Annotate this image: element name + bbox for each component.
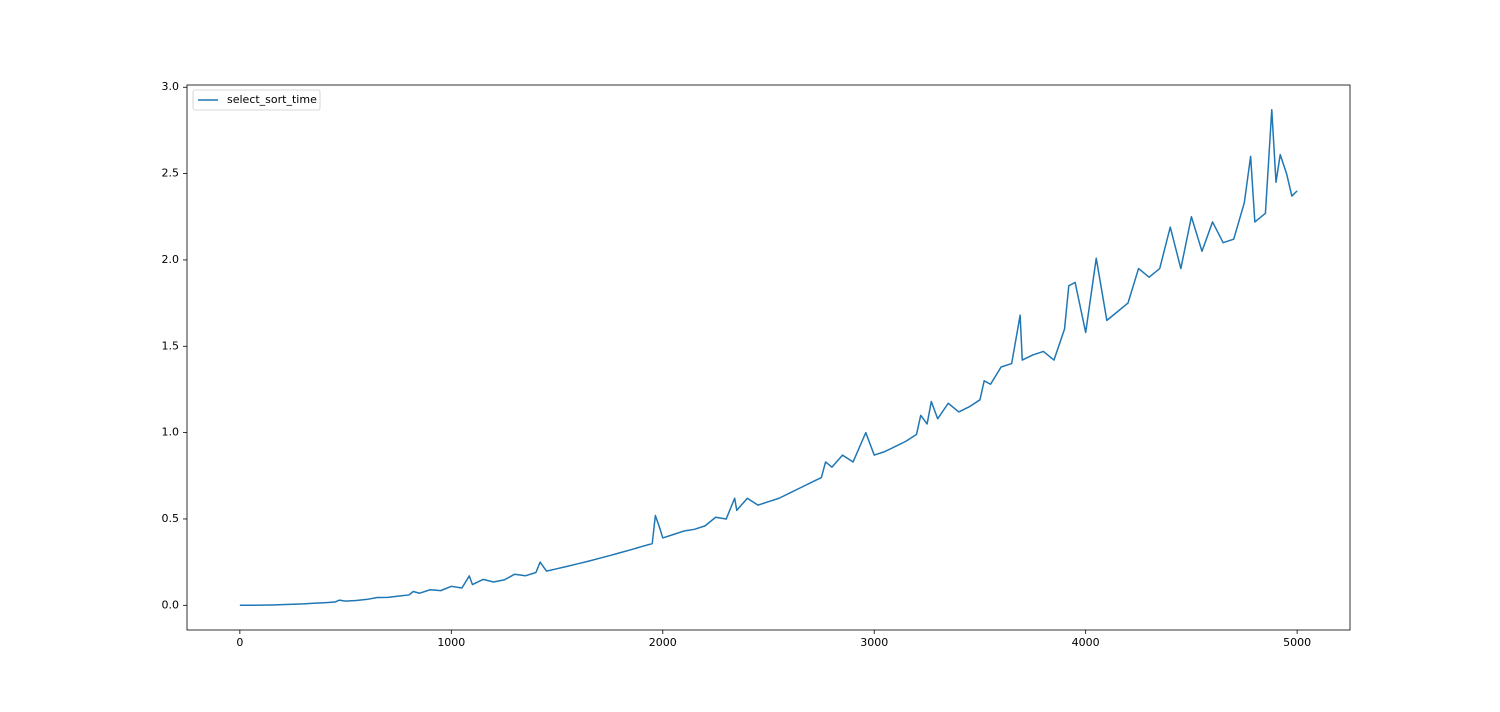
x-tick-label: 3000 <box>860 636 888 649</box>
plot-frame <box>186 84 1351 631</box>
y-tick-label: 2.0 <box>162 253 180 266</box>
legend-box <box>192 89 321 111</box>
x-tick-label: 4000 <box>1072 636 1100 649</box>
y-tick-label: 2.5 <box>162 167 180 180</box>
x-tick-label: 5000 <box>1283 636 1311 649</box>
x-tick-label: 0 <box>236 636 243 649</box>
y-tick-label: 1.5 <box>162 339 180 352</box>
y-tick-label: 3.0 <box>162 80 180 93</box>
data-line <box>239 108 1298 607</box>
y-tick-label: 0.5 <box>162 512 180 525</box>
legend-label: select_sort_time <box>227 93 317 106</box>
x-tick-label: 2000 <box>649 636 677 649</box>
y-tick-label: 1.0 <box>162 426 180 439</box>
x-tick-label: 1000 <box>437 636 465 649</box>
y-tick-label: 0.0 <box>162 598 180 611</box>
